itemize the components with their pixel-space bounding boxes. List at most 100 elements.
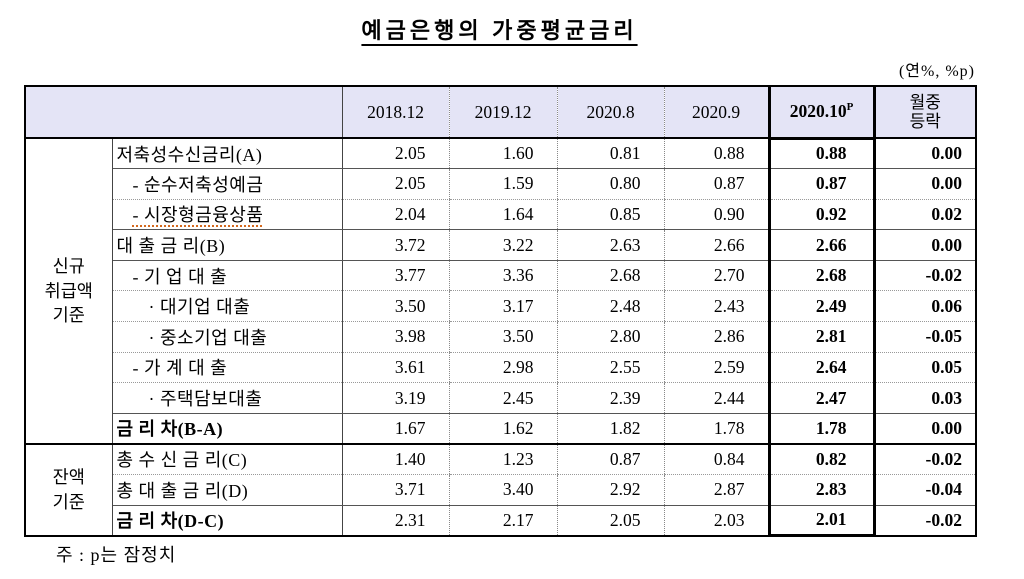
corner-cell	[25, 86, 343, 139]
cell-value: 3.98	[342, 321, 449, 353]
cell-value: 3.36	[448, 260, 557, 292]
column-header-monthly-change: 월중 등락	[874, 86, 976, 139]
weighted-average-rates-table: 2018.12 2019.12 2020.8 2020.9 2020.10P 월…	[24, 85, 977, 538]
cell-value: 0.85	[556, 199, 664, 231]
row-label: - 순수저축성예금	[112, 168, 343, 200]
cell-value: 0.87	[663, 168, 769, 200]
cell-value: 2.87	[663, 474, 769, 506]
cell-value: 3.72	[342, 229, 449, 261]
cell-value: 0.81	[556, 138, 664, 170]
cell-value-current: 2.68	[767, 260, 876, 292]
cell-value: 1.82	[556, 413, 664, 445]
table-row: · 주택담보대출 3.19 2.45 2.39 2.44 2.47 0.03	[25, 382, 976, 414]
cell-value-current: 0.92	[767, 199, 876, 231]
cell-value: 2.98	[448, 352, 557, 384]
cell-value: 0.87	[556, 443, 664, 476]
row-label: 총 대 출 금 리(D)	[112, 474, 343, 506]
row-label: · 주택담보대출	[112, 382, 343, 414]
cell-value: 1.64	[448, 199, 557, 231]
table-row: 금 리 차(D-C) 2.31 2.17 2.05 2.03 2.01 -0.0…	[25, 505, 976, 538]
cell-value-current: 2.47	[767, 382, 876, 414]
table-row: - 기 업 대 출 3.77 3.36 2.68 2.70 2.68 -0.02	[25, 260, 976, 292]
row-label: 저축성수신금리(A)	[112, 138, 343, 170]
cell-value-change: 0.06	[874, 290, 976, 323]
cell-value: 3.77	[342, 260, 449, 292]
cell-value: 0.80	[556, 168, 664, 200]
cell-value: 1.23	[448, 443, 557, 476]
table-row: 금 리 차(B-A) 1.67 1.62 1.82 1.78 1.78 0.00	[25, 413, 976, 445]
group-label-new-transactions: 신규 취급액 기준	[25, 138, 113, 445]
row-label: 총 수 신 금 리(C)	[112, 443, 343, 476]
cell-value-change: 0.02	[874, 199, 976, 231]
cell-value-current: 0.82	[767, 443, 876, 476]
cell-value-current: 0.88	[767, 138, 876, 170]
cell-value: 2.44	[663, 382, 769, 414]
cell-value-current: 2.83	[767, 474, 876, 506]
cell-value-change: -0.02	[874, 260, 976, 292]
row-label: - 기 업 대 출	[112, 260, 343, 292]
row-label: · 중소기업 대출	[112, 321, 343, 353]
cell-value-current: 1.78	[767, 413, 876, 445]
table-row: - 순수저축성예금 2.05 1.59 0.80 0.87 0.87 0.00	[25, 168, 976, 200]
row-label: · 대기업 대출	[112, 290, 343, 323]
cell-value-change: -0.04	[874, 474, 976, 506]
cell-value: 1.62	[448, 413, 557, 445]
cell-value: 1.40	[342, 443, 449, 476]
table-row: 대 출 금 리(B) 3.72 3.22 2.63 2.66 2.66 0.00	[25, 229, 976, 261]
table-body: 신규 취급액 기준 저축성수신금리(A) 2.05 1.60 0.81 0.88…	[25, 138, 976, 538]
cell-value: 2.86	[663, 321, 769, 353]
group-label-balance-basis: 잔액 기준	[25, 443, 113, 537]
cell-value-change: -0.05	[874, 321, 976, 353]
row-label: 금 리 차(B-A)	[112, 413, 343, 445]
table-row: · 중소기업 대출 3.98 3.50 2.80 2.86 2.81 -0.05	[25, 321, 976, 353]
table-row: · 대기업 대출 3.50 3.17 2.48 2.43 2.49 0.06	[25, 290, 976, 323]
cell-value: 0.88	[663, 138, 769, 170]
cell-value: 3.17	[448, 290, 557, 323]
cell-value: 3.50	[448, 321, 557, 353]
column-header: 2018.12	[342, 86, 449, 139]
table-row: - 시장형금융상품 2.04 1.64 0.85 0.90 0.92 0.02	[25, 199, 976, 231]
table-row: 총 대 출 금 리(D) 3.71 3.40 2.92 2.87 2.83 -0…	[25, 474, 976, 506]
cell-value: 2.70	[663, 260, 769, 292]
cell-value: 2.59	[663, 352, 769, 384]
cell-value-change: 0.03	[874, 382, 976, 414]
cell-value: 2.31	[394, 509, 426, 530]
cell-value: 3.22	[448, 229, 557, 261]
page-title: 예금은행의 가중평균금리	[361, 18, 638, 43]
column-header: 2019.12	[448, 86, 557, 139]
cell-value: 2.39	[556, 382, 664, 414]
cell-value: 2.55	[556, 352, 664, 384]
cell-value: 1.59	[448, 168, 557, 200]
cell-value: 2.03	[663, 505, 769, 536]
footnote: 주 : p는 잠정치	[56, 545, 177, 565]
cell-value: 2.04	[342, 199, 449, 231]
row-label: 금 리 차(D-C)	[112, 505, 343, 536]
row-label: 대 출 금 리(B)	[112, 229, 343, 261]
cell-value-current: 2.81	[767, 321, 876, 353]
cell-value: 2.68	[556, 260, 664, 292]
cell-value: 2.43	[663, 290, 769, 323]
cell-value-change: 0.00	[874, 168, 976, 200]
cell-value: 1.78	[663, 413, 769, 445]
table-row: 잔액 기준 총 수 신 금 리(C) 1.40 1.23 0.87 0.84 0…	[25, 443, 976, 537]
units-note: (연%, %p)	[898, 63, 975, 80]
cell-value-current: 2.49	[767, 290, 876, 323]
cell-value-current: 2.01	[767, 505, 876, 538]
cell-value-change: 0.05	[874, 352, 976, 384]
cell-value-change: -0.02	[925, 509, 962, 530]
cell-value: 0.90	[663, 199, 769, 231]
cell-value-change: 0.00	[874, 138, 976, 170]
cell-value: 1.67	[342, 413, 449, 445]
cell-value: 3.61	[342, 352, 449, 384]
table-row: - 가 계 대 출 3.61 2.98 2.55 2.59 2.64 0.05	[25, 352, 976, 384]
cell-value: 3.71	[342, 474, 449, 506]
column-header-current: 2020.10P	[767, 86, 876, 140]
cell-value-change: 0.00	[874, 413, 976, 445]
cell-value-current: 2.66	[767, 229, 876, 261]
cell-value-current: 0.87	[767, 168, 876, 200]
cell-value: 2.05	[342, 168, 449, 200]
column-header: 2020.8	[556, 86, 664, 139]
cell-value: 3.19	[342, 382, 449, 414]
current-period-label: 2020.10	[789, 101, 847, 122]
